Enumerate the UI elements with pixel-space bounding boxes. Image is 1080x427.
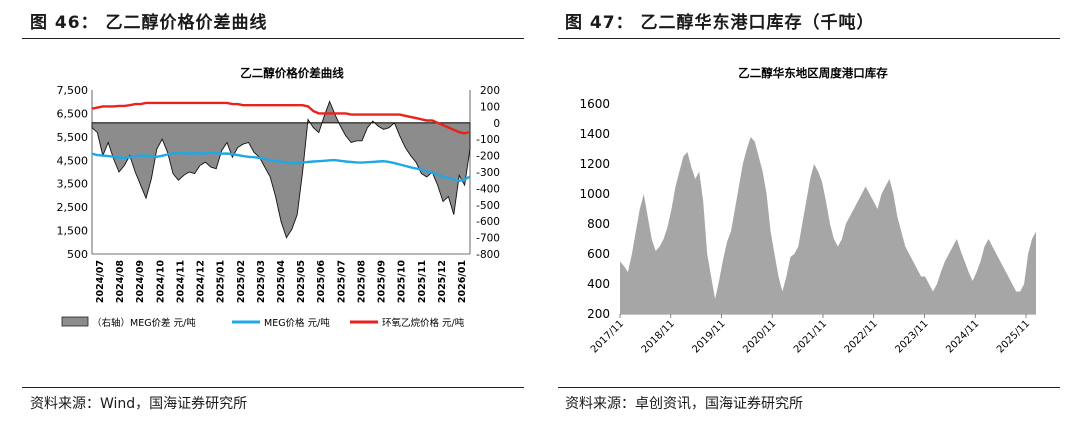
left-top-rule xyxy=(22,38,524,39)
right-tick-label: -800 xyxy=(476,249,500,261)
x-tick-label: 2025/07 xyxy=(336,260,347,303)
legend-label-meg: MEG价格 元/吨 xyxy=(264,317,330,329)
left-tick-label: 7,500 xyxy=(57,84,89,97)
chart-title: 乙二醇华东地区周度港口库存 xyxy=(738,66,888,80)
y-tick-label: 1000 xyxy=(579,187,610,201)
y-tick-label: 600 xyxy=(587,247,610,261)
legend-label-spread: （右轴）MEG价差 元/吨 xyxy=(92,317,196,329)
left-tick-label: 4,500 xyxy=(57,154,89,167)
chart-title: 乙二醇价格价差曲线 xyxy=(240,66,344,80)
x-tick-label: 2025/03 xyxy=(256,260,267,303)
x-tick-label: 2022/11 xyxy=(843,318,880,355)
right-source: 资料来源：卓创资讯，国海证券研究所 xyxy=(565,396,803,412)
right-bottom-rule xyxy=(558,387,1060,388)
right-tick-label: -700 xyxy=(476,233,500,245)
x-tick-label: 2024/10 xyxy=(155,260,166,304)
left-tick-label: 1,500 xyxy=(57,225,89,238)
x-tick-label: 2025/12 xyxy=(437,260,448,303)
x-tick-label: 2023/11 xyxy=(893,318,930,355)
meg-spread-chart: 乙二醇价格价差曲线 7,500 6,500 5,500 4,500 3,500 2,500… xyxy=(57,66,501,329)
right-tick-label: -100 xyxy=(476,134,500,146)
y-tick-label: 200 xyxy=(587,307,610,321)
x-tick-label: 2024/11 xyxy=(175,260,186,303)
right-tick-label: 0 xyxy=(493,118,500,130)
chart-series xyxy=(91,100,471,239)
figure-47-title: 图 47： 乙二醇华东港口库存（千吨） xyxy=(565,13,875,33)
x-tick-label: 2025/11 xyxy=(995,318,1032,355)
port-inventory-chart: 乙二醇华东地区周度港口库存 1600 1400 1200 1000 800 600 400 2… xyxy=(579,66,1036,355)
x-tick-label: 2025/06 xyxy=(316,260,327,304)
y-tick-label: 1600 xyxy=(579,97,610,111)
chart-legend: （右轴）MEG价差 元/吨 MEG价格 元/吨 环氧乙烷价格 元/吨 xyxy=(61,316,465,329)
figure-46-title: 图 46： 乙二醇价格价差曲线 xyxy=(30,13,268,33)
x-tick-label: 2025/09 xyxy=(377,260,388,303)
y-tick-label: 1200 xyxy=(579,157,610,171)
chart-series xyxy=(620,137,1036,314)
y-tick-label: 1400 xyxy=(579,127,610,141)
x-tick-label: 2024/12 xyxy=(196,260,207,303)
x-axis-ticks: 2024/07 2024/08 2024/09 2024/10 2024/11 2024/… xyxy=(95,260,468,304)
x-tick-label: 2025/05 xyxy=(296,260,307,303)
right-tick-label: -200 xyxy=(476,151,500,163)
x-axis-ticks: 2017/11 2018/11 2019/11 2020/11 2021/11 2022/… xyxy=(589,314,1032,355)
left-tick-label: 2,500 xyxy=(57,201,89,214)
left-tick-label: 500 xyxy=(67,248,88,261)
x-tick-label: 2021/11 xyxy=(792,318,829,355)
legend-label-eo: 环氧乙烷价格 元/吨 xyxy=(382,317,465,329)
left-source: 资料来源：Wind，国海证券研究所 xyxy=(30,396,248,412)
series-spread-area xyxy=(91,100,471,239)
right-tick-label: -500 xyxy=(476,200,500,212)
x-tick-label: 2024/09 xyxy=(135,260,146,303)
legend-swatch-spread xyxy=(61,316,89,327)
y-tick-label: 400 xyxy=(587,277,610,291)
left-tick-label: 3,500 xyxy=(57,178,89,191)
left-axis-ticks: 7,500 6,500 5,500 4,500 3,500 2,500 1,500 500 xyxy=(57,84,89,261)
x-tick-label: 2020/11 xyxy=(741,318,778,355)
right-tick-label: 100 xyxy=(480,101,500,113)
x-tick-label: 2018/11 xyxy=(640,318,677,355)
x-tick-label: 2026/01 xyxy=(457,260,468,303)
x-tick-label: 2019/11 xyxy=(690,318,727,355)
x-tick-label: 2025/04 xyxy=(276,260,287,304)
right-tick-label: -600 xyxy=(476,216,500,228)
x-tick-label: 2024/08 xyxy=(115,260,126,304)
x-tick-label: 2025/02 xyxy=(236,260,247,303)
x-tick-label: 2025/11 xyxy=(417,260,428,303)
x-tick-label: 2024/07 xyxy=(95,260,106,303)
right-axis-ticks: 200 100 0 -100 -200 -300 -400 -500 -600 -700 -800 xyxy=(476,85,500,261)
y-tick-label: 800 xyxy=(587,217,610,231)
left-bottom-rule xyxy=(22,387,524,388)
x-tick-label: 2024/11 xyxy=(944,318,981,355)
series-inventory-area xyxy=(620,137,1036,314)
y-axis-ticks: 1600 1400 1200 1000 800 600 400 200 xyxy=(579,97,610,321)
x-tick-label: 2017/11 xyxy=(589,318,626,355)
x-tick-label: 2025/08 xyxy=(356,260,367,304)
right-tick-label: 200 xyxy=(480,85,500,97)
chart-plot-area xyxy=(91,90,471,255)
left-tick-label: 6,500 xyxy=(57,107,89,120)
x-tick-label: 2025/10 xyxy=(397,260,408,304)
series-eo-price-line xyxy=(91,101,471,135)
left-tick-label: 5,500 xyxy=(57,131,89,144)
right-tick-label: -300 xyxy=(476,167,500,179)
right-top-rule xyxy=(558,38,1060,39)
right-tick-label: -400 xyxy=(476,183,500,195)
series-meg-price-line xyxy=(91,151,471,183)
x-tick-label: 2025/01 xyxy=(216,260,227,303)
